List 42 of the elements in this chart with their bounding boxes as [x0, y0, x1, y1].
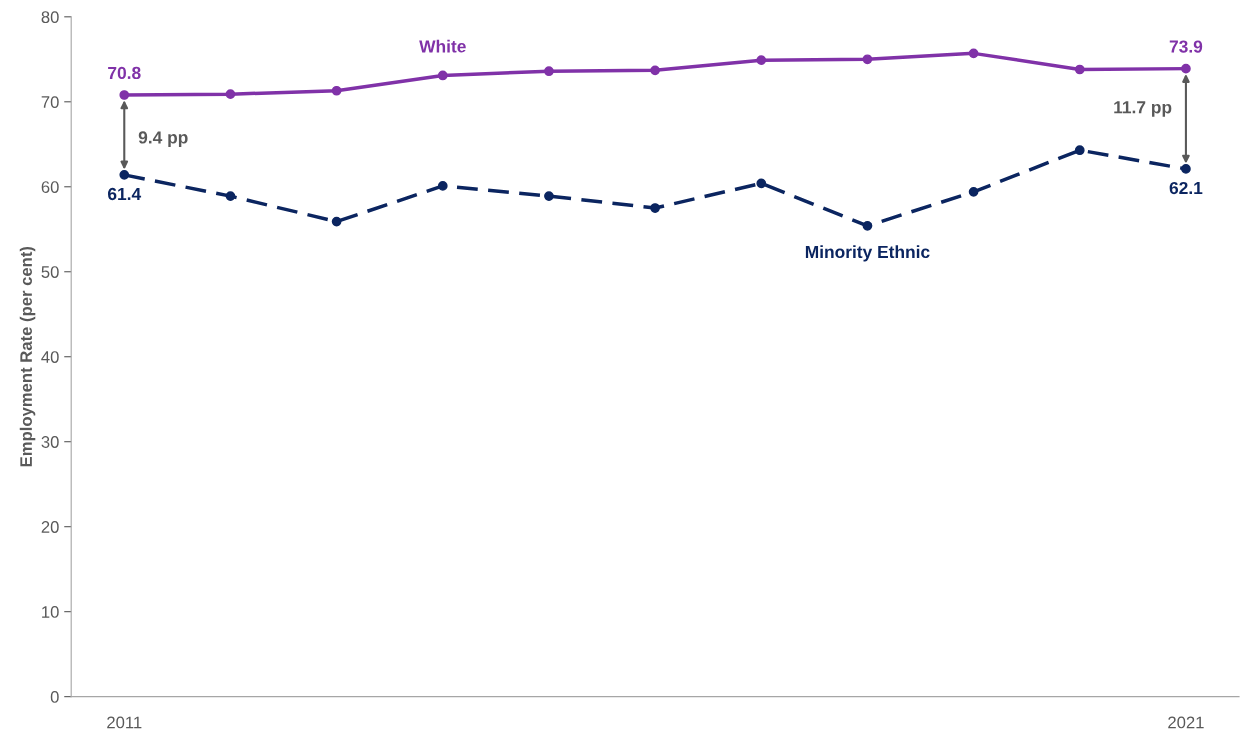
annotation: 11.7 pp: [1114, 101, 1172, 117]
y-tick-label: 80: [41, 11, 59, 24]
point: [544, 191, 554, 201]
y-tick-label: 10: [42, 606, 59, 618]
point: [331, 85, 342, 96]
point: [862, 54, 873, 65]
y-tick-label: 20: [41, 521, 59, 533]
y-tick-label: 70: [41, 96, 59, 108]
data-label: 62.1: [1169, 181, 1203, 195]
y-tick-label: 60: [41, 181, 59, 193]
point: [437, 70, 448, 81]
point: [1074, 145, 1085, 156]
point: [968, 48, 979, 59]
point: [331, 216, 342, 227]
point: [119, 90, 130, 100]
point: [650, 65, 660, 76]
point: [1181, 164, 1191, 174]
data-label: 61.4: [108, 187, 142, 201]
point: [544, 66, 554, 77]
annotation: 9.4 pp: [138, 131, 188, 148]
series-label: White: [419, 39, 466, 53]
series-label: Minority Ethnic: [805, 245, 930, 262]
point: [756, 55, 767, 66]
point: [1074, 64, 1085, 75]
point: [968, 187, 979, 197]
point: [756, 178, 767, 189]
point: [1181, 63, 1191, 74]
point: [119, 170, 130, 180]
point: [862, 220, 873, 231]
y-tick-label: 30: [41, 436, 59, 448]
y-tick-label: 50: [41, 266, 59, 278]
y-tick-label: 0: [50, 691, 59, 703]
x-tick-label: 2021: [1168, 716, 1204, 729]
data-label: 73.9: [1169, 40, 1203, 53]
point: [225, 191, 236, 201]
data-label: 70.8: [108, 66, 141, 80]
point: [225, 89, 236, 100]
point: [437, 181, 448, 191]
y-axis-title: Employment Rate (per cent): [19, 246, 36, 467]
point: [650, 203, 660, 213]
x-tick-label: 2011: [107, 716, 142, 729]
y-tick-label: 40: [41, 351, 59, 363]
